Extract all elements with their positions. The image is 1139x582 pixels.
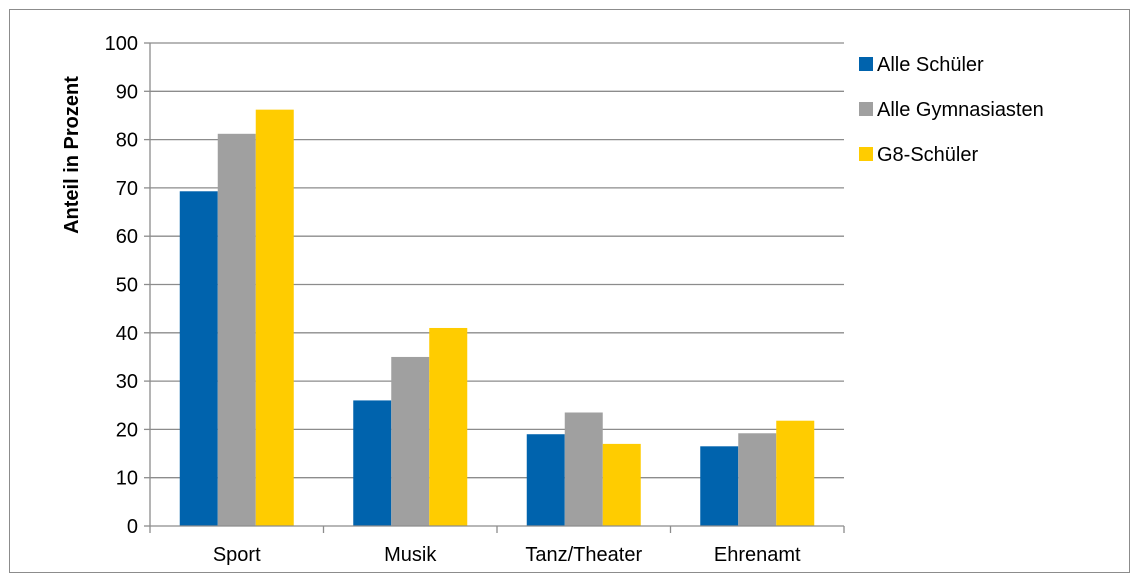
y-tick-label: 20	[116, 419, 138, 441]
legend: Alle Schüler Alle Gymnasiasten G8-Schüler	[859, 54, 1044, 166]
x-category-label: Ehrenamt	[714, 544, 801, 566]
y-tick-label: 30	[116, 371, 138, 393]
bar-alle-sch-ler-ehrenamt	[700, 446, 739, 526]
bar-g8-sch-ler-ehrenamt	[776, 420, 815, 526]
bar-alle-gymnasiasten-ehrenamt	[738, 433, 777, 526]
y-tick-label: 0	[127, 516, 138, 538]
legend-label: Alle Schüler	[877, 54, 984, 76]
y-tick-label: 10	[116, 468, 138, 490]
bar-alle-gymnasiasten-tanz-theater	[564, 412, 603, 526]
x-category-label: Musik	[384, 544, 437, 566]
legend-swatch	[859, 147, 873, 161]
bar-g8-sch-ler-musik	[429, 327, 468, 526]
bar-g8-sch-ler-tanz-theater	[602, 443, 641, 526]
y-tick-labels: 0 10 20 30 40 50 60 70 80 90 100	[105, 33, 150, 538]
y-tick-label: 100	[105, 33, 138, 55]
y-tick-label: 60	[116, 226, 138, 248]
bar-alle-gymnasiasten-sport	[217, 133, 256, 526]
bar-alle-sch-ler-sport	[179, 191, 218, 526]
y-tick-label: 40	[116, 323, 138, 345]
y-tick-label: 90	[116, 81, 138, 103]
bar-g8-sch-ler-sport	[255, 109, 294, 527]
y-axis-title: Anteil in Prozent	[61, 76, 83, 234]
x-category-label: Sport	[213, 544, 261, 566]
legend-label: Alle Gymnasiasten	[877, 99, 1044, 121]
y-tick-label: 80	[116, 130, 138, 152]
bars	[179, 109, 815, 527]
x-category-label: Tanz/Theater	[525, 544, 642, 566]
legend-label: G8-Schüler	[877, 144, 978, 166]
bar-alle-sch-ler-musik	[353, 400, 392, 526]
legend-swatch	[859, 102, 873, 116]
x-tick-labels: Sport Musik Tanz/Theater Ehrenamt	[149, 526, 845, 566]
y-tick-label: 70	[116, 178, 138, 200]
bar-alle-sch-ler-tanz-theater	[526, 434, 565, 526]
bar-alle-gymnasiasten-musik	[391, 356, 430, 526]
legend-swatch	[859, 57, 873, 71]
y-tick-label: 50	[116, 275, 138, 297]
